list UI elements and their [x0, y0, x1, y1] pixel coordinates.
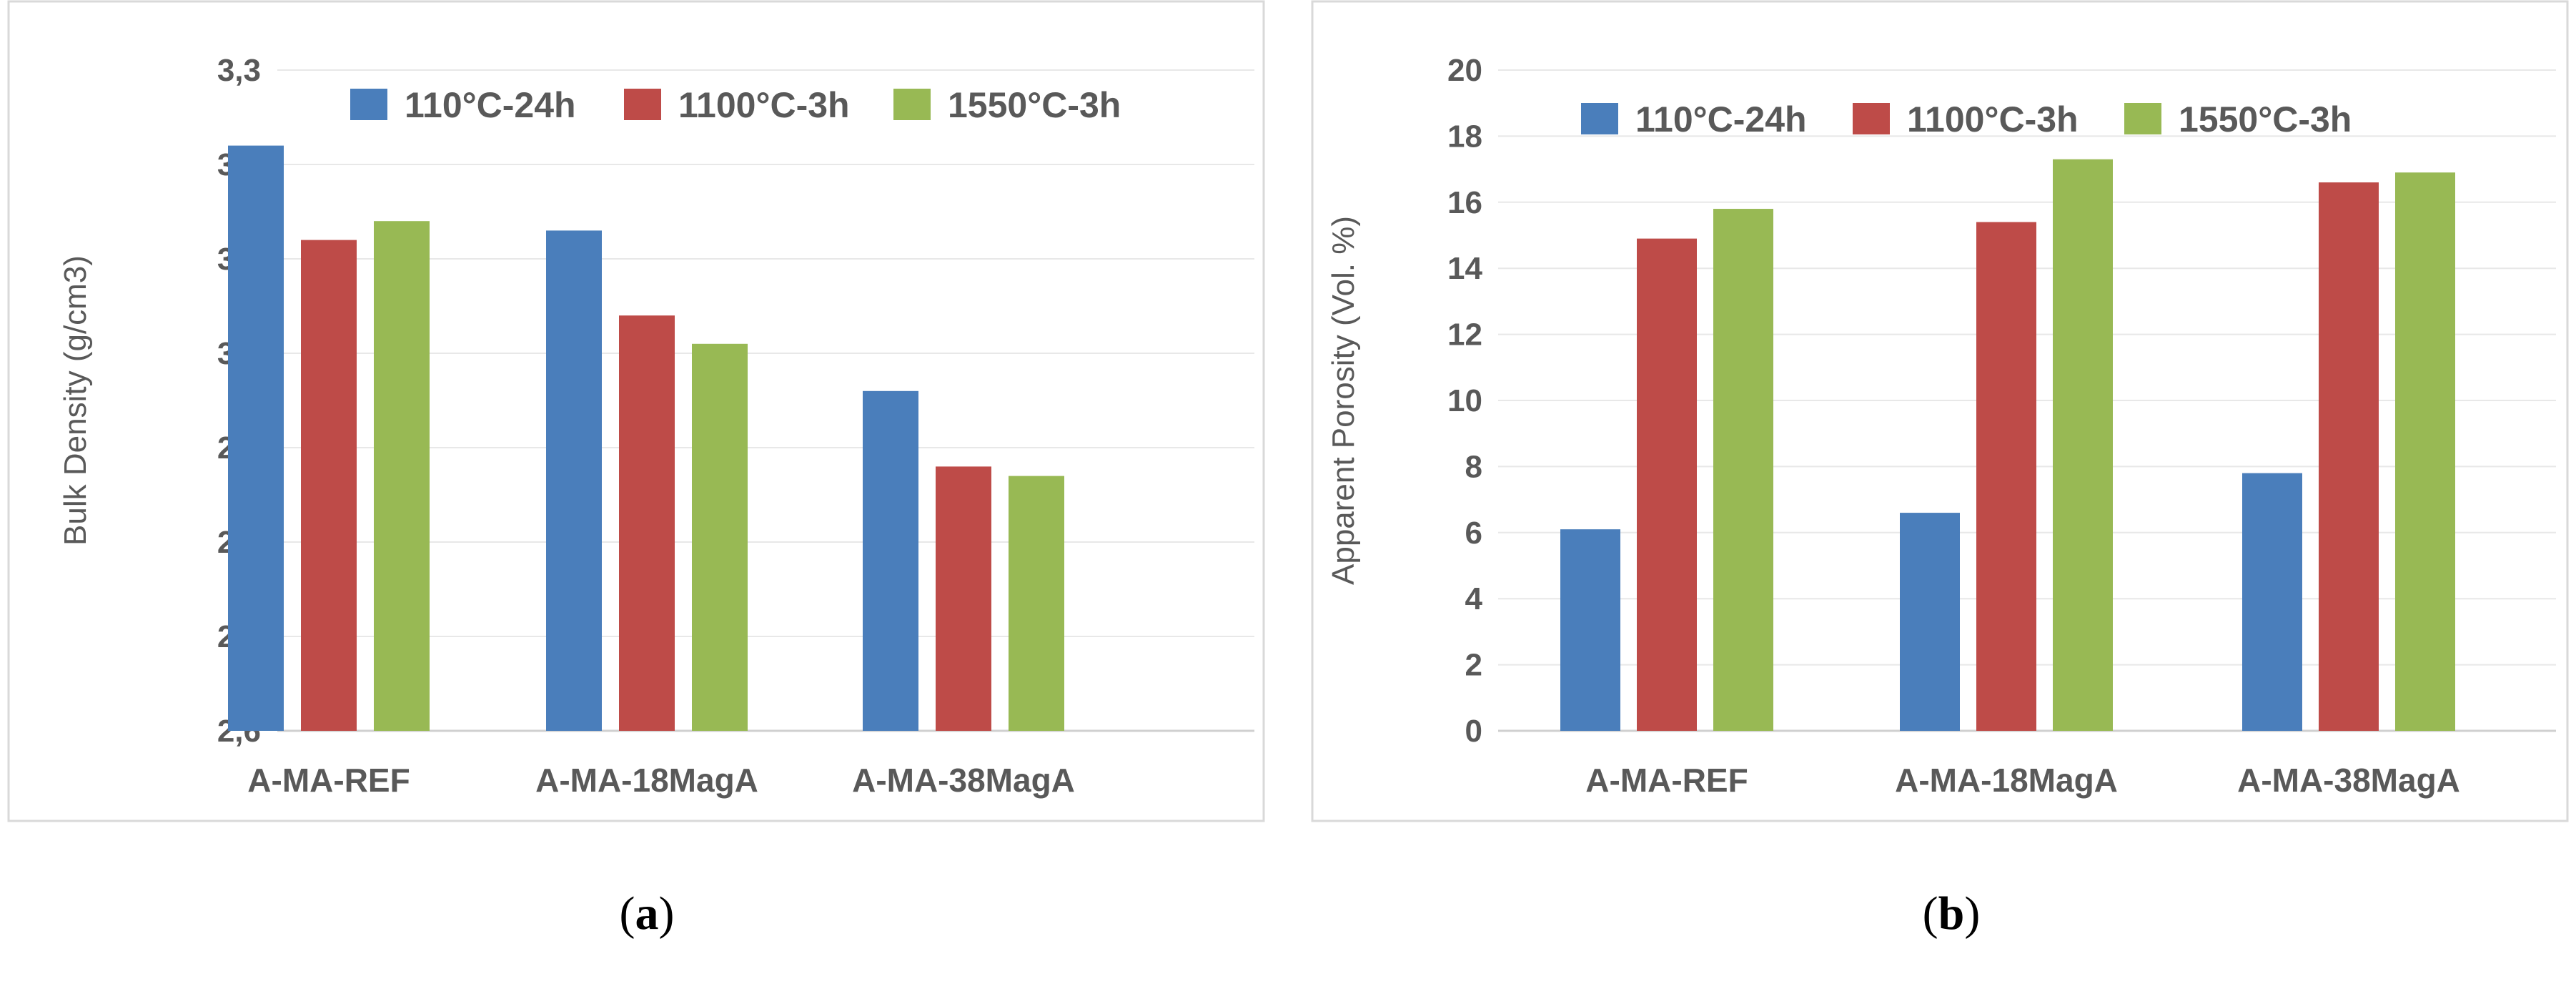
- y-tick-label: 3,3: [217, 53, 261, 88]
- legend-label: 1100°C-3h: [678, 85, 850, 125]
- bar: [301, 240, 357, 732]
- bar: [2053, 159, 2113, 732]
- x-category-label: A-MA-18MagA: [535, 762, 758, 799]
- legend-label: 110°C-24h: [1635, 99, 1807, 139]
- y-tick-label: 6: [1465, 516, 1482, 551]
- bar: [1713, 209, 1773, 731]
- bar: [2319, 182, 2379, 731]
- bar: [1976, 222, 2036, 731]
- bar: [1560, 529, 1620, 731]
- y-tick-label: 8: [1465, 449, 1482, 484]
- bar: [692, 343, 748, 731]
- caption-b: (b): [1922, 887, 1981, 940]
- bar: [863, 390, 918, 731]
- x-category-label: A-MA-REF: [247, 762, 410, 799]
- x-category-label: A-MA-18MagA: [1895, 762, 2118, 799]
- legend-label: 1550°C-3h: [2179, 99, 2352, 139]
- legend-swatch: [624, 89, 661, 120]
- y-tick-label: 18: [1447, 119, 1482, 154]
- y-tick-label: 12: [1447, 318, 1482, 353]
- legend-label: 110°C-24h: [405, 85, 576, 125]
- caption-a: (a): [619, 887, 675, 940]
- y-tick-label: 2: [1465, 648, 1482, 683]
- legend-swatch: [893, 89, 931, 120]
- bar: [1009, 476, 1064, 731]
- apparent-porosity-chart: 0 2 4 6 8 10 12 14 16 18 20 Apparent Porosity (Vol.…: [1311, 0, 2569, 822]
- bar: [619, 315, 675, 731]
- bar: [936, 466, 991, 731]
- caption-a-letter: a: [635, 887, 659, 940]
- x-category-label: A-MA-REF: [1585, 762, 1748, 799]
- y-tick-label: 20: [1447, 53, 1482, 88]
- bar: [374, 221, 430, 731]
- x-category-label: A-MA-38MagA: [2237, 762, 2460, 799]
- y-tick-label: 4: [1465, 581, 1483, 616]
- bar: [2242, 473, 2302, 731]
- y-tick-label: 0: [1465, 714, 1482, 749]
- bar: [228, 145, 284, 732]
- y-axis-label: Bulk Density (g/cm3): [58, 255, 93, 546]
- legend-label: 1550°C-3h: [948, 85, 1121, 125]
- legend-swatch: [2124, 103, 2161, 134]
- legend-swatch: [1581, 103, 1618, 134]
- y-tick-label: 16: [1447, 185, 1482, 220]
- legend-swatch: [350, 89, 387, 120]
- bar: [1900, 513, 1960, 731]
- bar: [1637, 238, 1697, 731]
- y-axis-label: Apparent Porosity (Vol. %): [1326, 216, 1361, 585]
- legend-swatch: [1853, 103, 1890, 134]
- bar: [546, 230, 602, 731]
- chart-panel-b: 0 2 4 6 8 10 12 14 16 18 20 Apparent Porosity (Vol.…: [1311, 0, 2569, 822]
- x-category-label: A-MA-38MagA: [852, 762, 1075, 799]
- legend-label: 1100°C-3h: [1907, 99, 2079, 139]
- bar: [2395, 172, 2455, 732]
- y-tick-label: 14: [1447, 251, 1482, 286]
- y-tick-label: 10: [1447, 383, 1482, 418]
- caption-b-letter: b: [1938, 887, 1965, 940]
